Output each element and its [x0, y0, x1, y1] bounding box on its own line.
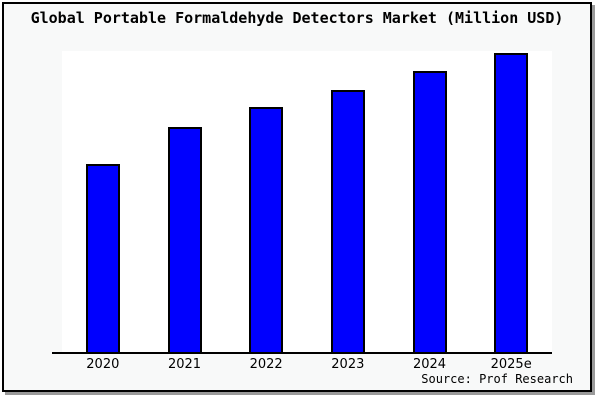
- bar-2022: [249, 107, 284, 353]
- plot-area: [62, 51, 552, 353]
- x-tick-label-2023: 2023: [331, 357, 365, 372]
- x-tick-label-2020: 2020: [86, 357, 120, 372]
- x-tick-label-2025e: 2025e: [490, 357, 532, 372]
- x-tick-label-2024: 2024: [412, 357, 447, 372]
- bar-2025e: [494, 53, 529, 353]
- chart-title: Global Portable Formaldehyde Detectors M…: [30, 9, 564, 27]
- bar-2024: [412, 71, 447, 353]
- source-caption: Source: Prof Research: [421, 372, 573, 386]
- x-axis-line: [52, 352, 552, 354]
- chart-frame: Global Portable Formaldehyde Detectors M…: [2, 2, 592, 392]
- x-tick-label-2022: 2022: [249, 357, 283, 372]
- bar-2021: [167, 127, 202, 353]
- bar-2023: [330, 90, 365, 353]
- bar-2020: [85, 164, 120, 353]
- x-tick-label-2021: 2021: [167, 357, 202, 372]
